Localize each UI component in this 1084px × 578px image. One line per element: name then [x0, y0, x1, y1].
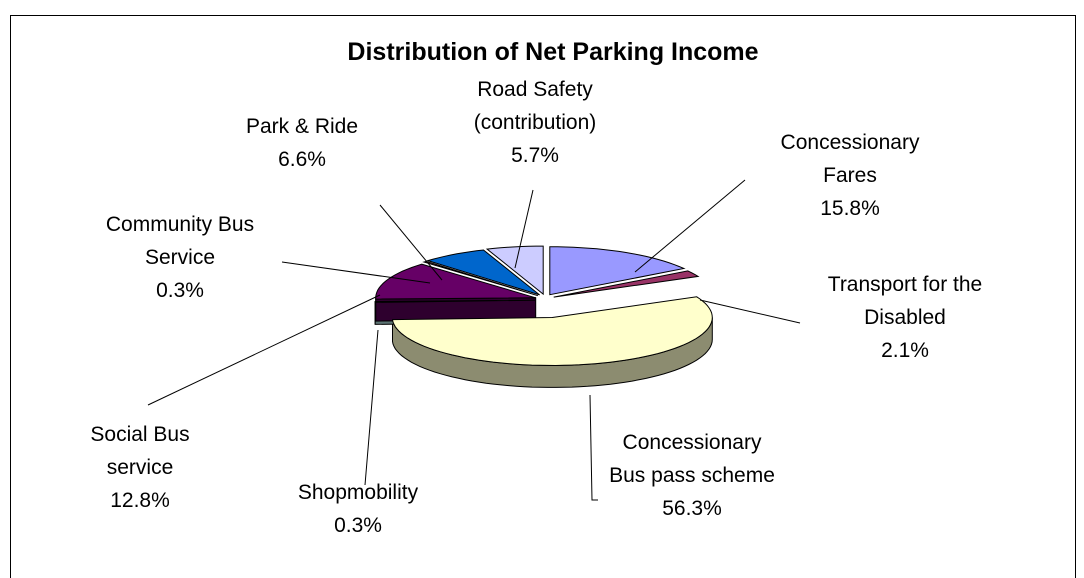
leader-line — [699, 299, 801, 324]
slice — [374, 299, 536, 303]
label-name: Shopmobility — [297, 481, 419, 504]
leader-line — [589, 394, 598, 501]
slice-label: Concessionary Fares 15.8% — [765, 126, 935, 225]
slice — [426, 249, 540, 296]
label-name: Concessionary Bus pass scheme — [609, 431, 775, 487]
label-name: Transport for the Disabled — [827, 273, 983, 329]
label-value: 15.8% — [820, 197, 880, 220]
slice-label: Community Bus Service 0.3% — [70, 208, 290, 307]
slice — [553, 270, 700, 298]
label-value: 12.8% — [110, 489, 170, 512]
label-value: 0.3% — [334, 514, 382, 537]
slice-label: Park & Ride 6.6% — [212, 110, 392, 176]
slice — [375, 263, 536, 300]
label-value: 56.3% — [662, 497, 722, 520]
label-name: Concessionary Fares — [780, 131, 920, 187]
slice — [391, 296, 713, 367]
leader-line — [379, 204, 443, 281]
label-name: Social Bus service — [90, 423, 190, 479]
label-name: Community Bus Service — [105, 213, 255, 269]
label-value: 0.3% — [156, 279, 204, 302]
leader-line — [281, 261, 431, 284]
slice-label: Social Bus service 12.8% — [65, 418, 215, 517]
chart-frame — [10, 15, 1076, 578]
label-value: 6.6% — [278, 148, 326, 171]
slice-label: Concessionary Bus pass scheme 56.3% — [602, 426, 782, 525]
slice — [485, 245, 544, 296]
leader-line — [364, 329, 379, 486]
slice-label: Road Safety (contribution) 5.7% — [450, 73, 620, 172]
slice-label: Transport for the Disabled 2.1% — [795, 268, 1015, 367]
leader-line — [634, 179, 746, 273]
slice — [422, 260, 539, 297]
label-name: Road Safety (contribution) — [473, 78, 597, 134]
leader-line — [514, 189, 534, 269]
chart-title: Distribution of Net Parking Income — [347, 38, 759, 66]
label-value: 2.1% — [881, 339, 929, 362]
slice-label: Shopmobility 0.3% — [258, 476, 458, 542]
label-name: Park & Ride — [245, 115, 359, 138]
leader-line — [147, 294, 381, 406]
label-value: 5.7% — [511, 144, 559, 167]
